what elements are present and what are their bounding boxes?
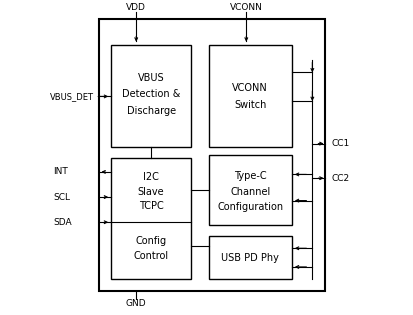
- Text: VDD: VDD: [126, 3, 146, 12]
- Bar: [98, 20, 324, 291]
- Text: SCL: SCL: [53, 192, 70, 202]
- Text: Discharge: Discharge: [126, 106, 175, 116]
- Text: CC1: CC1: [330, 139, 349, 148]
- Text: Channel: Channel: [230, 186, 270, 197]
- Text: SDA: SDA: [53, 218, 71, 227]
- Bar: [111, 158, 191, 279]
- Text: I2C: I2C: [143, 172, 159, 182]
- Text: Config: Config: [135, 236, 166, 246]
- Text: USB PD Phy: USB PD Phy: [221, 253, 278, 263]
- Text: Detection &: Detection &: [122, 89, 180, 99]
- Text: Configuration: Configuration: [217, 202, 282, 212]
- Bar: [111, 44, 191, 147]
- Bar: [208, 155, 291, 225]
- Text: TCPC: TCPC: [138, 201, 163, 211]
- Text: Slave: Slave: [138, 187, 164, 197]
- Bar: [208, 236, 291, 279]
- Text: VCONN: VCONN: [229, 3, 262, 12]
- Text: CC2: CC2: [330, 174, 349, 183]
- Text: VBUS: VBUS: [138, 73, 164, 83]
- Text: VCONN: VCONN: [232, 83, 268, 93]
- Bar: [208, 44, 291, 147]
- Text: INT: INT: [53, 167, 67, 176]
- Text: GND: GND: [126, 299, 146, 308]
- Text: VBUS_DET: VBUS_DET: [50, 92, 93, 101]
- Text: Control: Control: [133, 251, 169, 261]
- Text: Switch: Switch: [233, 100, 266, 110]
- Text: Type-C: Type-C: [233, 171, 266, 181]
